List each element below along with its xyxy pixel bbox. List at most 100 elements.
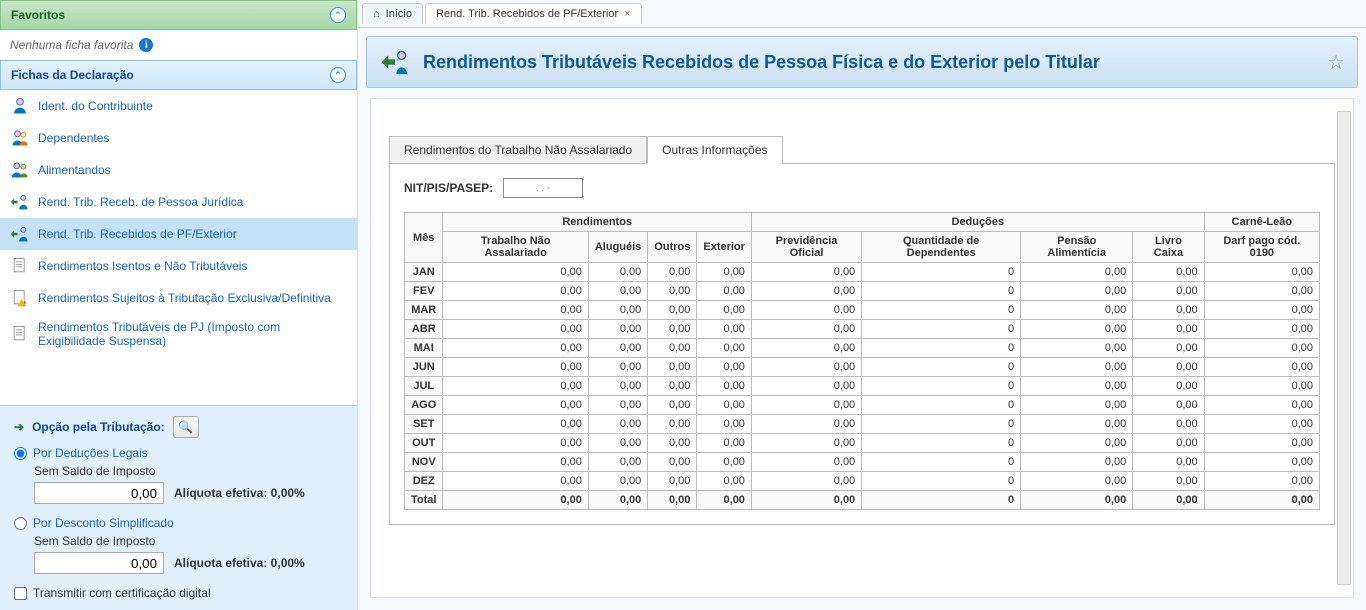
cell-value[interactable]: 0,00: [1021, 453, 1133, 472]
cell-value[interactable]: 0,00: [1133, 339, 1204, 358]
tab-inicio[interactable]: ⌂ Início: [362, 3, 423, 24]
cell-value[interactable]: 0: [862, 453, 1021, 472]
cell-value[interactable]: 0: [862, 472, 1021, 491]
favoritos-panel-header[interactable]: Favoritos ⌃: [0, 0, 357, 30]
cell-value[interactable]: 0,00: [1021, 434, 1133, 453]
cell-value[interactable]: 0,00: [697, 472, 752, 491]
cell-value[interactable]: 0,00: [751, 339, 861, 358]
cell-value[interactable]: 0,00: [1204, 377, 1319, 396]
cell-value[interactable]: 0,00: [1021, 263, 1133, 282]
cell-value[interactable]: 0,00: [697, 453, 752, 472]
cell-value[interactable]: 0,00: [697, 282, 752, 301]
cell-value[interactable]: 0,00: [648, 339, 697, 358]
cell-value[interactable]: 0,00: [443, 263, 588, 282]
collapse-up-icon[interactable]: ⌃: [330, 7, 346, 23]
cell-value[interactable]: 0: [862, 301, 1021, 320]
cell-value[interactable]: 0,00: [588, 453, 647, 472]
cell-value[interactable]: 0,00: [1021, 472, 1133, 491]
cell-value[interactable]: 0: [862, 396, 1021, 415]
cell-value[interactable]: 0,00: [443, 377, 588, 396]
cell-value[interactable]: 0,00: [751, 320, 861, 339]
cell-value[interactable]: 0,00: [443, 339, 588, 358]
cell-value[interactable]: 0,00: [751, 396, 861, 415]
cert-checkbox[interactable]: [14, 587, 27, 600]
cell-value[interactable]: 0,00: [697, 415, 752, 434]
cell-value[interactable]: 0: [862, 282, 1021, 301]
cell-value[interactable]: 0,00: [1133, 472, 1204, 491]
favorite-star-icon[interactable]: ☆: [1327, 50, 1345, 75]
cell-value[interactable]: 0,00: [648, 434, 697, 453]
magnifier-button[interactable]: 🔍: [173, 416, 199, 438]
cell-value[interactable]: 0,00: [1204, 339, 1319, 358]
inner-tab-rendimentos[interactable]: Rendimentos do Trabalho Não Assalariado: [389, 136, 647, 164]
cell-value[interactable]: 0,00: [1204, 472, 1319, 491]
sidebar-item-4[interactable]: Rend. Trib. Recebidos de PF/Exterior: [0, 218, 357, 250]
cell-value[interactable]: 0,00: [697, 301, 752, 320]
cell-value[interactable]: 0: [862, 263, 1021, 282]
cell-value[interactable]: 0,00: [1021, 320, 1133, 339]
cell-value[interactable]: 0,00: [1021, 358, 1133, 377]
cell-value[interactable]: 0,00: [648, 415, 697, 434]
cell-value[interactable]: 0,00: [648, 396, 697, 415]
cell-value[interactable]: 0,00: [697, 434, 752, 453]
saldo-input-2[interactable]: [34, 552, 164, 574]
cell-value[interactable]: 0,00: [1204, 301, 1319, 320]
cell-value[interactable]: 0,00: [1133, 453, 1204, 472]
cell-value[interactable]: 0,00: [697, 263, 752, 282]
cell-value[interactable]: 0,00: [443, 453, 588, 472]
cell-value[interactable]: 0,00: [588, 320, 647, 339]
cell-value[interactable]: 0,00: [648, 263, 697, 282]
cell-value[interactable]: 0,00: [1133, 396, 1204, 415]
vertical-scrollbar[interactable]: [1337, 111, 1351, 585]
cell-value[interactable]: 0,00: [697, 358, 752, 377]
cell-value[interactable]: 0,00: [1021, 377, 1133, 396]
cell-value[interactable]: 0,00: [443, 415, 588, 434]
sidebar-item-6[interactable]: Rendimentos Sujeitos à Tributação Exclus…: [0, 282, 357, 314]
cell-value[interactable]: 0,00: [1133, 301, 1204, 320]
cell-value[interactable]: 0,00: [751, 282, 861, 301]
inner-tab-outras[interactable]: Outras Informações: [647, 136, 782, 164]
cell-value[interactable]: 0: [862, 434, 1021, 453]
sidebar-item-2[interactable]: Alimentandos: [0, 154, 357, 186]
cell-value[interactable]: 0,00: [443, 396, 588, 415]
cell-value[interactable]: 0,00: [1021, 396, 1133, 415]
cell-value[interactable]: 0,00: [697, 396, 752, 415]
cell-value[interactable]: 0,00: [443, 301, 588, 320]
cell-value[interactable]: 0,00: [648, 453, 697, 472]
cell-value[interactable]: 0,00: [443, 434, 588, 453]
cell-value[interactable]: 0,00: [1133, 282, 1204, 301]
info-icon[interactable]: i: [139, 38, 153, 52]
sidebar-item-7[interactable]: Rendimentos Tributáveis de PJ (Imposto c…: [0, 314, 357, 350]
sidebar-item-3[interactable]: Rend. Trib. Receb. de Pessoa Jurídica: [0, 186, 357, 218]
cell-value[interactable]: 0,00: [1204, 282, 1319, 301]
cell-value[interactable]: 0,00: [443, 358, 588, 377]
cell-value[interactable]: 0,00: [588, 472, 647, 491]
cell-value[interactable]: 0,00: [648, 358, 697, 377]
cell-value[interactable]: 0,00: [697, 377, 752, 396]
cell-value[interactable]: 0,00: [1133, 358, 1204, 377]
cell-value[interactable]: 0: [862, 377, 1021, 396]
cell-value[interactable]: 0,00: [588, 339, 647, 358]
cell-value[interactable]: 0,00: [697, 339, 752, 358]
cell-value[interactable]: 0,00: [1204, 263, 1319, 282]
cell-value[interactable]: 0: [862, 415, 1021, 434]
cell-value[interactable]: 0,00: [588, 377, 647, 396]
cell-value[interactable]: 0,00: [588, 301, 647, 320]
cell-value[interactable]: 0,00: [588, 358, 647, 377]
cell-value[interactable]: 0,00: [1133, 320, 1204, 339]
sidebar-item-5[interactable]: Rendimentos Isentos e Não Tributáveis: [0, 250, 357, 282]
cell-value[interactable]: 0,00: [1204, 453, 1319, 472]
cell-value[interactable]: 0,00: [1204, 415, 1319, 434]
cell-value[interactable]: 0,00: [1133, 263, 1204, 282]
cell-value[interactable]: 0,00: [1021, 282, 1133, 301]
cell-value[interactable]: 0,00: [697, 320, 752, 339]
cell-value[interactable]: 0,00: [648, 320, 697, 339]
cell-value[interactable]: 0,00: [1021, 301, 1133, 320]
cell-value[interactable]: 0,00: [1204, 396, 1319, 415]
cell-value[interactable]: 0,00: [1133, 415, 1204, 434]
cell-value[interactable]: 0,00: [751, 434, 861, 453]
cell-value[interactable]: 0,00: [588, 396, 647, 415]
cell-value[interactable]: 0,00: [443, 282, 588, 301]
cell-value[interactable]: 0: [862, 320, 1021, 339]
cell-value[interactable]: 0,00: [1021, 339, 1133, 358]
